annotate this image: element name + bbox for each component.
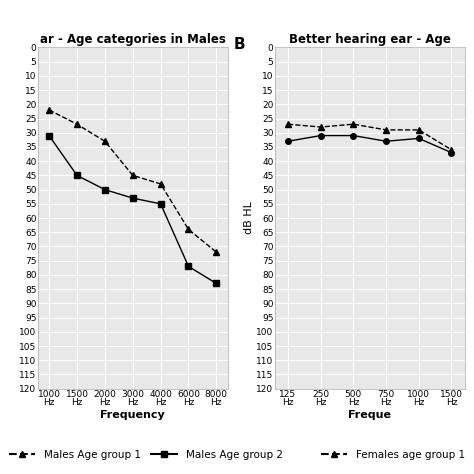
Text: B: B — [233, 37, 245, 52]
Title: Better hearing ear - Age: Better hearing ear - Age — [289, 33, 451, 46]
Legend: Females age group 1: Females age group 1 — [317, 446, 469, 464]
Legend: Males Age group 1, Males Age group 2: Males Age group 1, Males Age group 2 — [5, 446, 287, 464]
Y-axis label: dB HL: dB HL — [244, 201, 254, 235]
Title: ar - Age categories in Males: ar - Age categories in Males — [40, 33, 226, 46]
X-axis label: Freque: Freque — [348, 410, 391, 420]
X-axis label: Frequency: Frequency — [100, 410, 165, 420]
